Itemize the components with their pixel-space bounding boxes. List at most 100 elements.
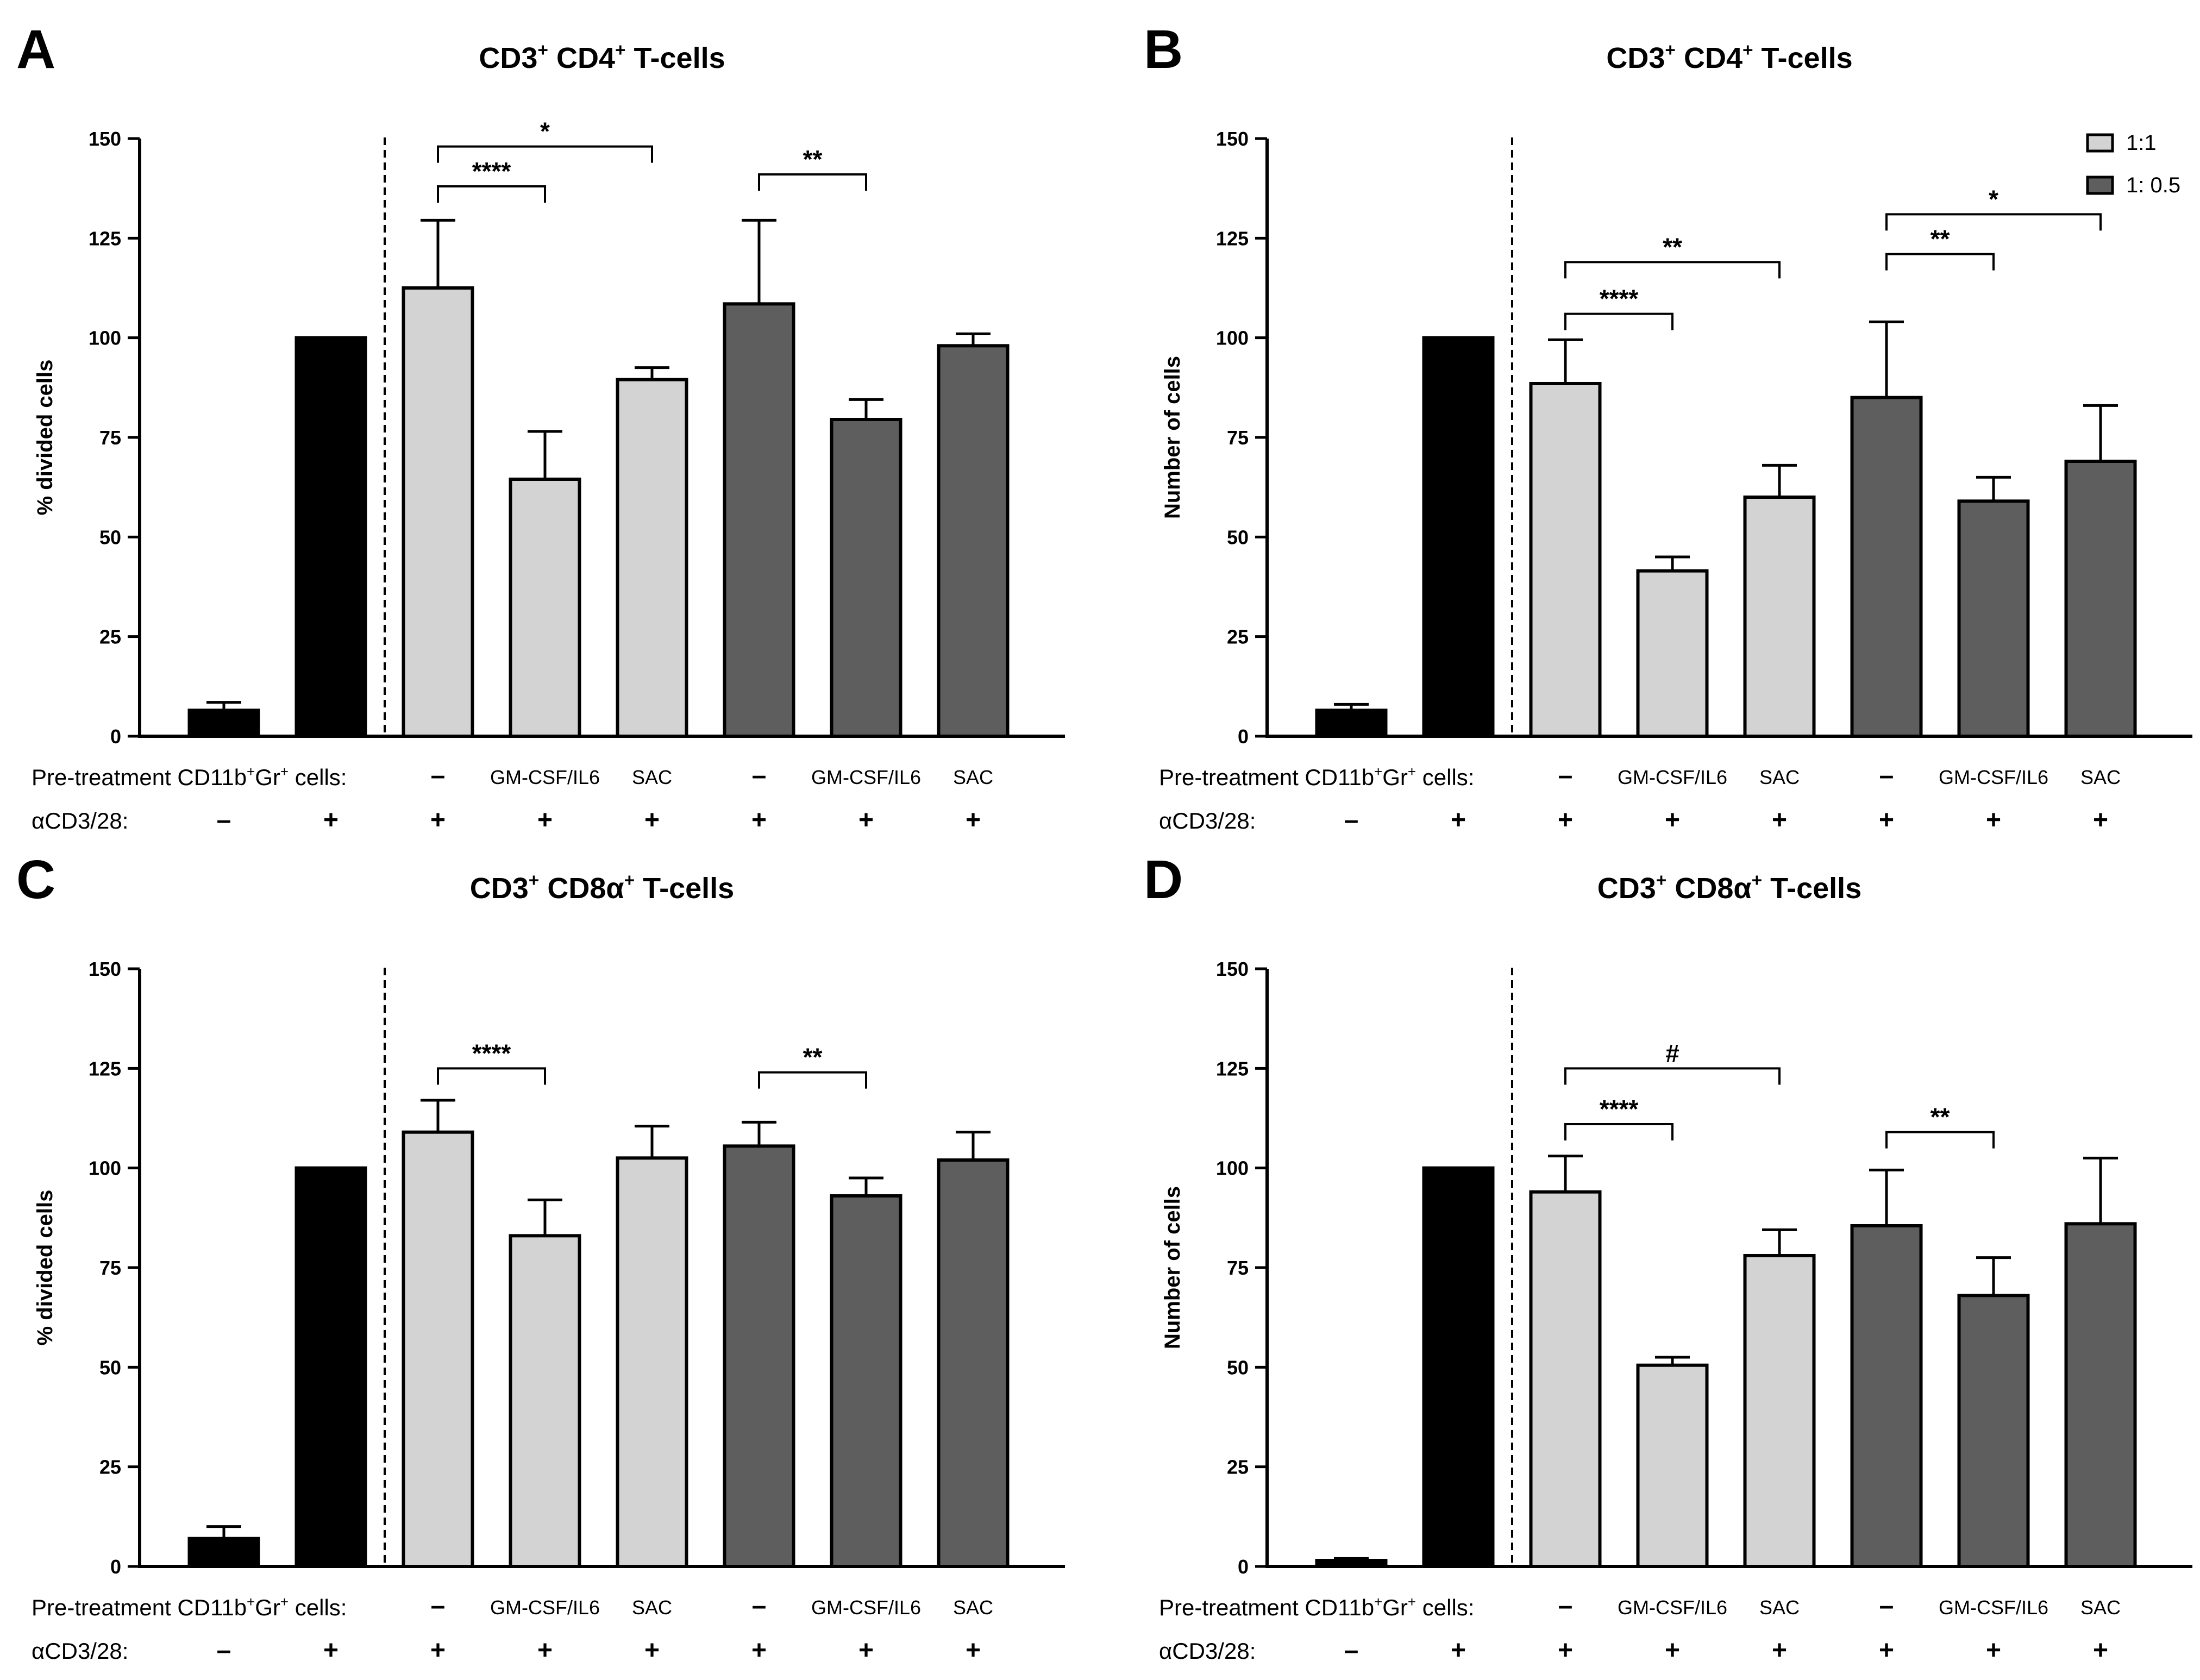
bar xyxy=(1422,336,1495,738)
title-part: CD3 xyxy=(1606,42,1665,74)
significance-bracket xyxy=(437,145,653,163)
bar xyxy=(830,418,902,738)
row-label-sup: + xyxy=(1408,1594,1416,1610)
bar xyxy=(294,336,367,738)
chart-title: CD3+ CD8α+ T-cells xyxy=(470,870,734,905)
y-tick-label: 75 xyxy=(99,427,121,449)
bar xyxy=(1529,382,1602,738)
pretreatment-label: – xyxy=(1558,1591,1573,1620)
stimulation-label: – xyxy=(217,1636,231,1665)
stimulation-label: + xyxy=(1772,806,1787,835)
y-tick-label: 25 xyxy=(99,626,121,648)
stimulation-label: + xyxy=(751,1636,767,1665)
title-part: T-cells xyxy=(1753,42,1853,74)
title-part: CD3 xyxy=(1597,872,1656,905)
pretreatment-label: SAC xyxy=(953,1596,993,1619)
pretreatment-label: GM-CSF/IL6 xyxy=(1939,1596,2048,1619)
significance-label: **** xyxy=(472,1039,511,1067)
pretreatment-label: SAC xyxy=(953,766,993,788)
pretreatment-label: SAC xyxy=(632,766,672,788)
significance-bracket xyxy=(1885,213,2102,231)
row-label-sup: + xyxy=(280,1594,289,1610)
significance-label: ** xyxy=(803,1043,823,1071)
title-part: CD3 xyxy=(479,42,537,74)
y-tick-label: 25 xyxy=(99,1456,121,1478)
y-tick-label: 100 xyxy=(1216,327,1249,349)
row-label-part: Gr xyxy=(1382,764,1408,790)
title-sup: + xyxy=(1656,870,1667,891)
pretreatment-label: – xyxy=(752,761,767,790)
title-sup: + xyxy=(1743,40,1753,60)
bar xyxy=(509,478,581,738)
y-tick-label: 25 xyxy=(1227,1456,1249,1478)
y-tick-label: 125 xyxy=(89,227,121,249)
title-sup: + xyxy=(615,40,626,60)
pretreatment-label: – xyxy=(431,761,446,790)
bar xyxy=(294,1166,367,1568)
stimulation-label: + xyxy=(323,806,339,835)
significance-label: * xyxy=(540,117,550,146)
panel-letter: D xyxy=(1144,849,1183,910)
row-label-part: cells: xyxy=(289,764,347,790)
y-tick-label: 25 xyxy=(1227,626,1249,648)
row-label-sup: + xyxy=(280,763,289,780)
y-tick-label: 150 xyxy=(89,958,121,980)
significance-bracket xyxy=(758,173,867,191)
bar xyxy=(1636,569,1709,738)
pretreatment-label: GM-CSF/IL6 xyxy=(490,766,600,788)
y-axis-label: Number of cells xyxy=(1161,356,1184,519)
significance-bracket xyxy=(1564,261,1781,279)
title-sup: + xyxy=(529,870,540,891)
y-tick-label: 100 xyxy=(1216,1157,1249,1180)
legend-label: 1:1 xyxy=(2126,131,2157,155)
bar xyxy=(1957,1294,2030,1568)
significance-bracket xyxy=(1564,1123,1673,1140)
significance-bracket xyxy=(1564,312,1673,330)
stimulation-label: + xyxy=(751,806,767,835)
legend-swatch xyxy=(2086,175,2114,195)
pretreatment-label: GM-CSF/IL6 xyxy=(1618,1596,1727,1619)
row-label-sup: + xyxy=(1408,763,1416,780)
bar xyxy=(1743,496,1816,738)
stimulation-label: – xyxy=(1344,806,1359,835)
chart-title: CD3+ CD4+ T-cells xyxy=(1606,40,1852,74)
row-label-part: Gr xyxy=(255,1595,280,1620)
bar xyxy=(1315,1559,1388,1568)
stimulation-label: + xyxy=(537,1636,553,1665)
bar xyxy=(1422,1166,1495,1568)
pretreatment-label: – xyxy=(431,1591,446,1620)
legend-label: 1: 0.5 xyxy=(2126,173,2180,197)
significance-label: **** xyxy=(472,157,511,185)
pretreatment-label: – xyxy=(1558,761,1573,790)
y-tick-label: 75 xyxy=(1227,427,1249,449)
y-tick-label: 50 xyxy=(99,526,121,548)
bar xyxy=(1850,396,1923,738)
title-part: T-cells xyxy=(626,42,725,74)
y-tick-label: 50 xyxy=(1227,526,1249,548)
row-label-part: cells: xyxy=(1416,764,1474,790)
significance-label: ** xyxy=(803,145,823,173)
y-tick-label: 50 xyxy=(1227,1356,1249,1378)
title-part: CD8α xyxy=(1666,872,1751,905)
bar xyxy=(1850,1224,1923,1568)
stimulation-label: + xyxy=(1451,806,1466,835)
significance-label: * xyxy=(1989,185,1998,213)
stimulation-label: – xyxy=(1344,1636,1359,1665)
y-tick-label: 100 xyxy=(89,327,121,349)
bar xyxy=(937,1158,1010,1568)
stimulation-label: + xyxy=(430,1636,446,1665)
y-tick-label: 0 xyxy=(1238,725,1249,748)
title-part: CD4 xyxy=(1676,42,1743,74)
title-part: CD4 xyxy=(548,42,615,74)
y-tick-label: 75 xyxy=(1227,1257,1249,1279)
stimulation-row-label: αCD3/28: xyxy=(32,808,128,833)
pretreatment-label: GM-CSF/IL6 xyxy=(1939,766,2048,788)
pretreatment-label: – xyxy=(1879,1591,1894,1620)
y-tick-label: 150 xyxy=(1216,958,1249,980)
chart-title: CD3+ CD4+ T-cells xyxy=(479,40,725,74)
row-label-sup: + xyxy=(247,763,255,780)
title-part: T-cells xyxy=(635,872,734,905)
pretreatment-row-label: Pre-treatment CD11b+Gr+ cells: xyxy=(32,763,347,790)
stimulation-label: + xyxy=(644,1636,660,1665)
